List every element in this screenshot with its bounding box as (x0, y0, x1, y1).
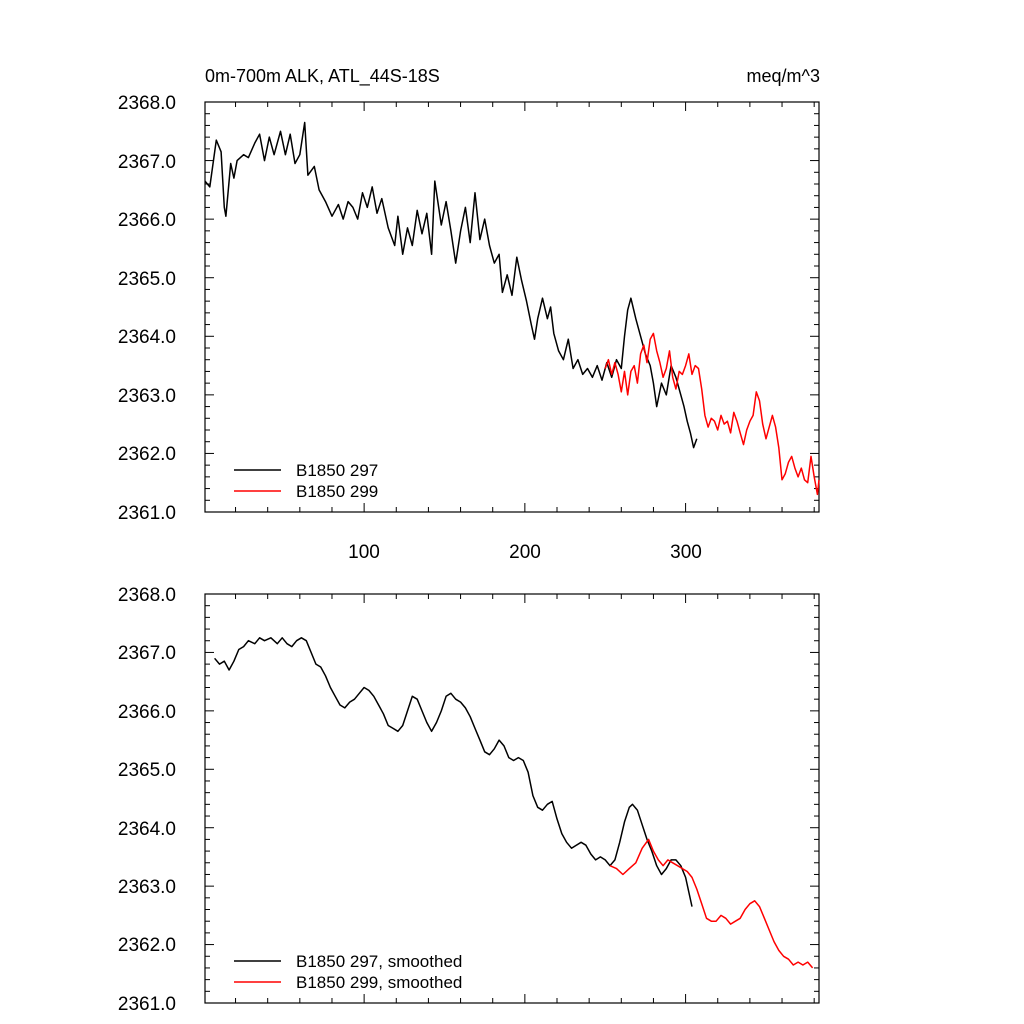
bottom-y-tick-label: 2365.0 (118, 760, 176, 781)
top-y-tick-label: 2368.0 (118, 93, 176, 114)
bottom-y-tick-label: 2362.0 (118, 935, 176, 956)
top-x-tick-label: 300 (670, 542, 702, 563)
top-chart-units: meq/m^3 (747, 66, 820, 86)
bottom-y-tick-label: 2361.0 (118, 994, 176, 1015)
bottom-y-tick-label: 2366.0 (118, 702, 176, 723)
bottom-chart: 2368.0 2367.0 2366.0 2365.0 2364.0 2363.… (118, 585, 820, 1015)
bottom-y-tick-label: 2363.0 (118, 877, 176, 898)
top-chart-title: 0m-700m ALK, ATL_44S-18S (205, 66, 440, 87)
top-legend-label: B1850 297 (296, 461, 378, 480)
bottom-series-line-b1850-299-smoothed (609, 838, 814, 969)
top-series-line-b1850-297 (204, 121, 698, 449)
top-plot-frame (204, 101, 820, 513)
top-x-tick-label: 100 (348, 542, 380, 563)
top-series-line-b1850-299 (604, 332, 820, 496)
top-chart: 0m-700m ALK, ATL_44S-18S meq/m^3 2368.0 … (118, 66, 820, 563)
top-major-ticks (205, 101, 819, 513)
top-y-tick-label: 2366.0 (118, 210, 176, 231)
top-y-tick-label: 2367.0 (118, 152, 176, 173)
top-legend: B1850 297 B1850 299 (234, 461, 378, 501)
top-x-tick-label: 200 (509, 542, 541, 563)
top-y-tick-label: 2361.0 (118, 503, 176, 524)
top-y-tick-label: 2365.0 (118, 269, 176, 290)
bottom-y-tick-label: 2367.0 (118, 643, 176, 664)
top-minor-ticks (205, 102, 819, 512)
top-y-tick-label: 2364.0 (118, 327, 176, 348)
bottom-plot-frame (204, 593, 820, 1004)
bottom-legend-label: B1850 299, smoothed (296, 973, 462, 992)
bottom-legend-label: B1850 297, smoothed (296, 952, 462, 971)
top-y-tick-label: 2363.0 (118, 386, 176, 407)
top-legend-label: B1850 299 (296, 482, 378, 501)
bottom-major-ticks (205, 593, 819, 1004)
bottom-y-tick-label: 2364.0 (118, 819, 176, 840)
bottom-y-tick-label: 2368.0 (118, 585, 176, 606)
bottom-minor-ticks (205, 594, 819, 1003)
top-y-tick-label: 2362.0 (118, 444, 176, 465)
bottom-legend: B1850 297, smoothed B1850 299, smoothed (234, 952, 462, 992)
bottom-series-line-b1850-297-smoothed (214, 637, 693, 907)
